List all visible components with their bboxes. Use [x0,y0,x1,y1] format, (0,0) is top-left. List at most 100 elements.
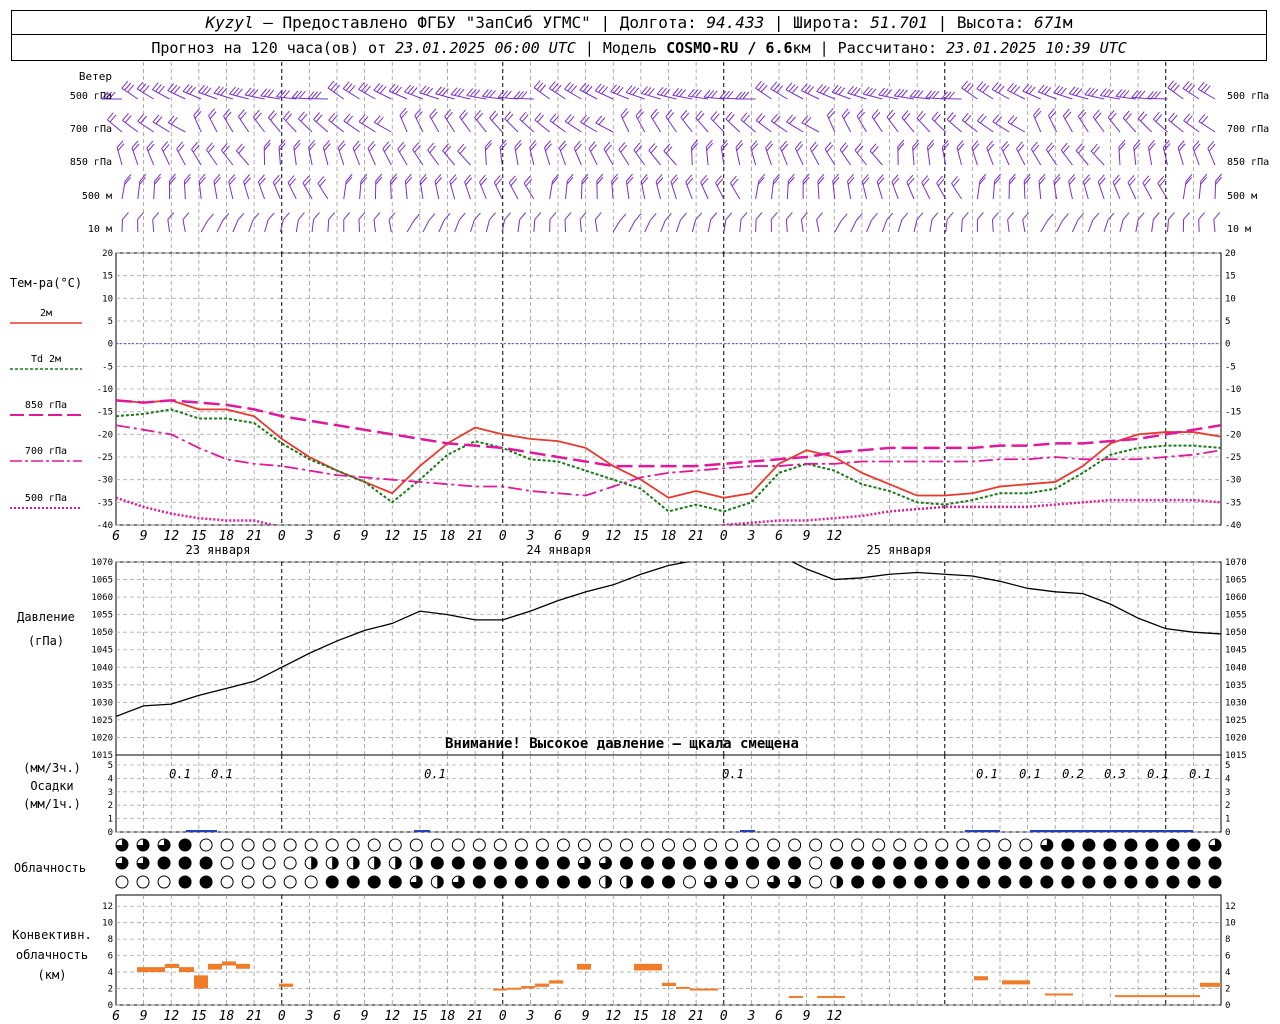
wind-barb-feather [633,142,641,151]
wind-barb-feather [154,173,162,182]
wind-barb-feather [672,87,680,96]
wind-barb-feather [581,176,589,185]
wind-barb-feather [1197,81,1205,90]
hour-tick-top: 6 [775,529,783,544]
wind-barb-feather [523,175,531,184]
wind-barb [459,109,471,133]
wind-barb [816,84,836,100]
wind-barb [595,115,614,133]
wind-barb-feather [216,86,224,95]
hour-tick-top: 12 [826,529,842,544]
wind-barb [1107,110,1121,133]
wind-barb [1148,139,1156,166]
temp-ytick-right: 10 [1225,294,1236,304]
wind-barb-feather [293,139,301,148]
cloud-icon [809,875,823,889]
wind-barb [358,114,376,133]
wind-barb-feather [686,177,694,186]
cloud-icon [262,838,276,852]
precip-unit-1h: (мм/1ч.) [23,797,81,811]
wind-barb-feather [977,113,984,122]
hour-tick-top: 9 [361,529,369,544]
wind-barb-feather [869,88,877,97]
wind-barb-feather [648,88,655,96]
wind-barb-feather [146,140,154,149]
wind-barb-shaft [992,121,1010,133]
wind-barb [167,212,175,233]
wind-barb [1068,174,1076,200]
wind-barb-feather [781,143,789,152]
cloud-icon [956,838,970,852]
wind-barb [832,173,840,200]
wind-barb-feather [243,174,250,182]
wind-barb-feather [428,213,436,221]
wind-barb-feather [1094,112,1102,120]
wind-barb-feather [862,177,870,185]
wind-barb-feather [710,111,718,119]
wind-barb-shaft [612,220,621,233]
wind-barb [1053,85,1073,100]
wind-barb-feather [1213,212,1221,220]
wind-barb [1197,81,1216,100]
wind-barb-feather [1002,143,1010,152]
cloud-icon-ring [556,838,570,852]
wind-barb-feather [1140,113,1148,122]
wind-barb-feather [951,176,958,184]
wind-barb-feather [703,89,711,98]
wind-barb-feather [886,109,894,118]
cloud-icon [262,856,276,870]
temp-ytick-left: -20 [97,430,113,440]
wind-barb-feather [675,88,683,97]
wind-barb [891,174,900,200]
press-ytick-left: 1045 [91,646,113,656]
wind-barb-shaft [198,91,218,100]
cloud-icon-full [1061,856,1075,870]
wind-barb-shaft [406,220,415,233]
wind-barb-feather [444,145,452,154]
wind-barb [308,139,316,166]
wind-barb-shaft [894,95,915,100]
wind-barb-shaft [1022,219,1026,233]
wind-barb [680,109,693,133]
wind-barb-shaft [276,96,297,100]
conv-bar [222,961,236,966]
cloud-icon-ring [640,838,654,852]
wind-barb-feather [373,212,381,220]
wind-barb-feather [238,146,246,154]
wind-barb-feather [1152,212,1160,220]
cloud-icon [893,875,907,889]
wind-barb-shaft [519,118,535,133]
cloud-icon [136,875,150,889]
wind-barb [641,86,661,100]
cloud-icon [1061,875,1075,889]
cloud-icon [619,838,633,852]
wind-barb-feather [283,110,290,119]
wind-level-500m: 500 м [82,191,112,202]
cloud-icon [409,838,423,852]
wind-barb [750,140,759,166]
wind-barb-feather [809,141,817,150]
wind-barb-shaft [1100,95,1121,100]
cloud-icon-full [830,856,844,870]
cloud-icon [1187,875,1201,889]
wind-barb-shaft [1007,219,1010,233]
wind-barb-feather [291,90,299,99]
wind-barb-shaft [628,220,636,233]
wind-barb-feather [480,177,488,186]
wind-barb-feather [1090,143,1098,152]
wind-barb [841,108,852,133]
cloud-icon [998,875,1012,889]
wind-barb-feather [1207,140,1215,149]
precip-ytick-right: 5 [1225,761,1230,771]
wind-barb-feather [530,143,537,151]
wind-barb-feather [169,176,176,185]
wind-barb-feather [987,143,995,152]
wind-barb-shaft [328,119,345,133]
wind-barb-feather [573,140,581,149]
wind-barb-feather [835,86,842,94]
wind-barb [672,87,693,100]
wind-barb-feather [780,140,787,149]
wind-barb-feather [382,141,390,150]
wind-barb-shaft [1142,182,1153,200]
wind-barb-shaft [595,90,614,100]
